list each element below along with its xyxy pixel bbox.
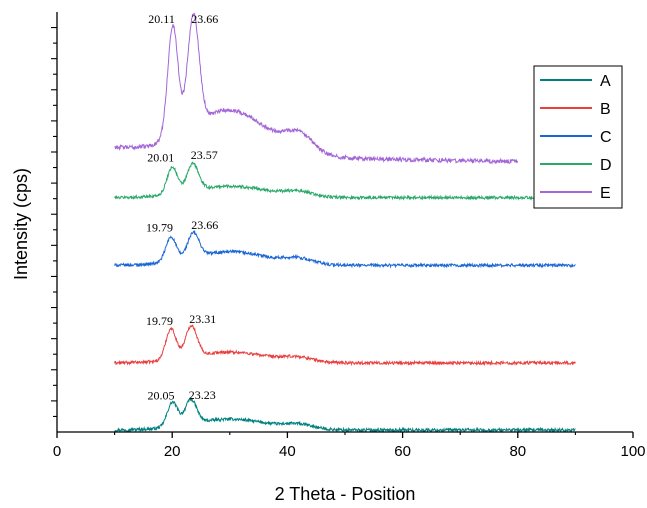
peak-label: 19.79 bbox=[146, 314, 173, 328]
x-ticks: 0 20 40 60 80 100 bbox=[53, 432, 646, 460]
peak-label: 23.57 bbox=[191, 148, 218, 162]
series-line-B bbox=[114, 324, 576, 367]
legend-label-D: D bbox=[600, 157, 612, 174]
peak-label: 23.23 bbox=[189, 388, 216, 402]
legend-label-A: A bbox=[600, 73, 611, 90]
legend-label-C: C bbox=[600, 129, 612, 146]
peak-label: 23.31 bbox=[189, 312, 216, 326]
x-axis-title: 2 Theta - Position bbox=[275, 484, 416, 504]
peak-label: 19.79 bbox=[146, 220, 173, 234]
x-tick-label: 60 bbox=[394, 443, 411, 460]
x-tick-label: 40 bbox=[279, 443, 296, 460]
y-axis-title: Intensity (cps) bbox=[11, 168, 31, 280]
x-tick-label: 20 bbox=[164, 443, 181, 460]
peak-label: 23.66 bbox=[191, 12, 218, 26]
peak-label: 20.05 bbox=[147, 388, 174, 402]
peak-label: 23.66 bbox=[191, 218, 218, 232]
series-lines bbox=[114, 12, 576, 434]
series-line-D bbox=[114, 161, 576, 201]
axes: 0 20 40 60 80 100 bbox=[51, 12, 646, 460]
series-line-A bbox=[114, 396, 576, 434]
legend-label-B: B bbox=[600, 101, 611, 118]
y-ticks bbox=[51, 27, 57, 417]
x-tick-label: 80 bbox=[509, 443, 526, 460]
peak-labels: 20.05 23.23 19.79 23.31 19.79 23.66 20.01 23.57… bbox=[146, 12, 218, 403]
series-line-E bbox=[114, 12, 519, 165]
x-tick-label: 100 bbox=[620, 443, 645, 460]
series-line-C bbox=[114, 229, 576, 269]
peak-label: 20.01 bbox=[147, 151, 174, 165]
legend-label-E: E bbox=[600, 185, 611, 202]
peak-label: 20.11 bbox=[148, 12, 175, 26]
x-tick-label: 0 bbox=[53, 443, 61, 460]
